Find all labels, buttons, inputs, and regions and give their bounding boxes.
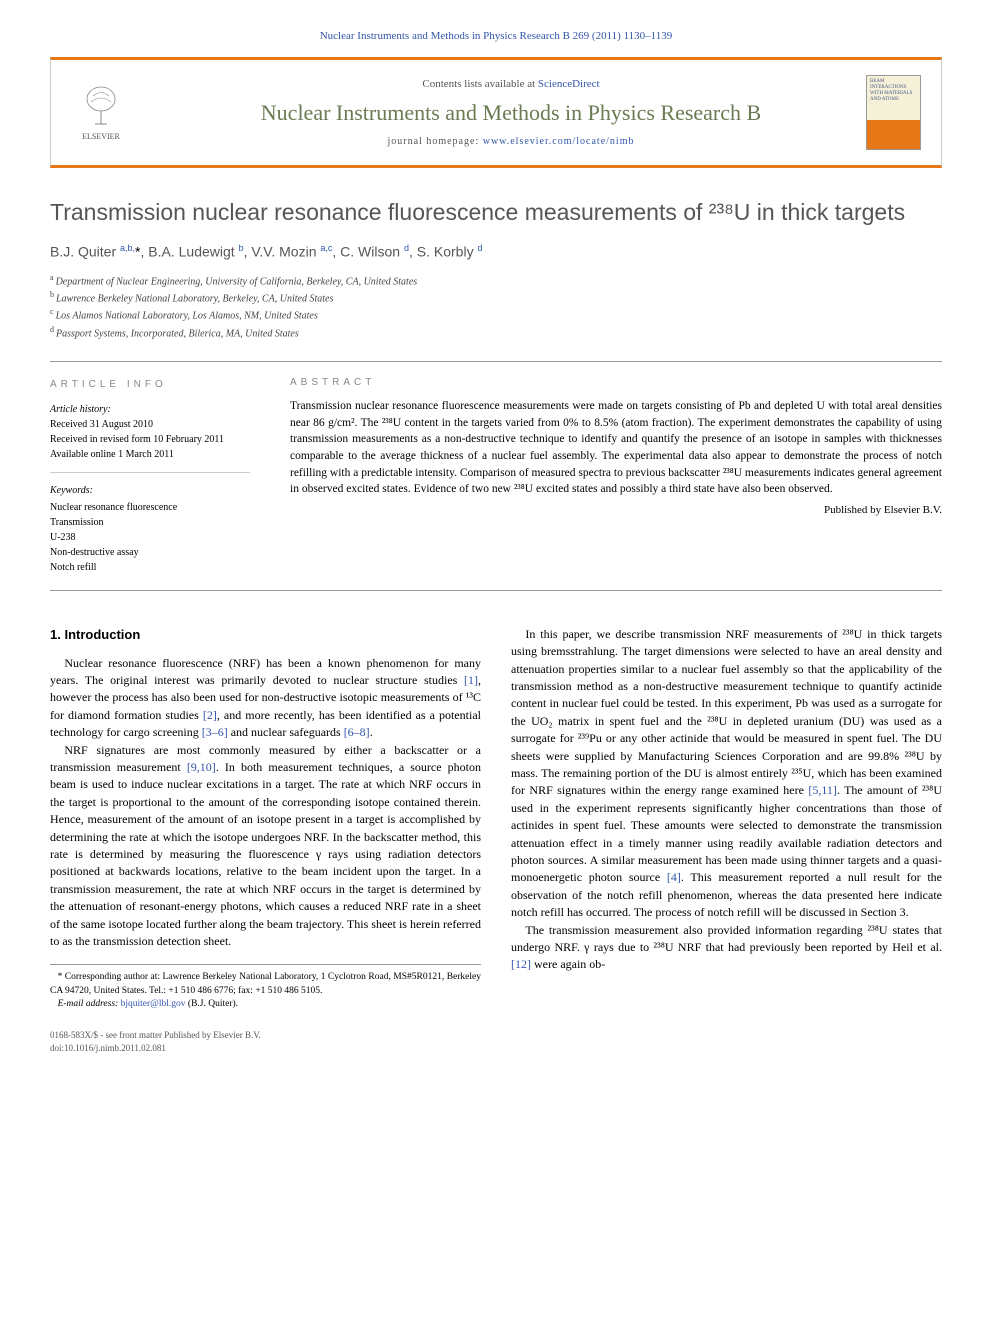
abstract-text: Transmission nuclear resonance fluoresce…	[290, 398, 942, 498]
email-line: E-mail address: bjquiter@lbl.gov (B.J. Q…	[50, 998, 481, 1011]
journal-name: Nuclear Instruments and Methods in Physi…	[156, 100, 866, 126]
affiliation-line: bLawrence Berkeley National Laboratory, …	[50, 289, 942, 306]
copyright-line: 0168-583X/$ - see front matter Published…	[50, 1029, 942, 1042]
elsevier-logo: ELSEVIER	[71, 78, 131, 148]
intro-para-3: In this paper, we describe transmission …	[511, 626, 942, 922]
keyword: Non-destructive assay	[50, 545, 250, 560]
abstract-label: ABSTRACT	[290, 377, 942, 388]
article-title: Transmission nuclear resonance fluoresce…	[50, 198, 942, 228]
homepage-prefix: journal homepage:	[388, 136, 483, 147]
intro-para-1: Nuclear resonance fluorescence (NRF) has…	[50, 655, 481, 742]
article-history-block: Article history: Received 31 August 2010…	[50, 402, 250, 473]
online-date: Available online 1 March 2011	[50, 449, 174, 460]
history-label: Article history:	[50, 404, 111, 415]
journal-reference: Nuclear Instruments and Methods in Physi…	[50, 30, 942, 42]
cover-text: BEAM INTERACTIONS WITH MATERIALS AND ATO…	[870, 79, 912, 102]
page-footer-meta: 0168-583X/$ - see front matter Published…	[50, 1029, 942, 1054]
contents-prefix: Contents lists available at	[422, 78, 537, 90]
email-label: E-mail address:	[58, 999, 119, 1009]
header-center: Contents lists available at ScienceDirec…	[156, 78, 866, 147]
corr-author-text: * Corresponding author at: Lawrence Berk…	[50, 971, 481, 998]
journal-header-box: ELSEVIER Contents lists available at Sci…	[50, 57, 942, 168]
author-list: B.J. Quiter a,b,*, B.A. Ludewigt b, V.V.…	[50, 243, 942, 260]
article-info-column: ARTICLE INFO Article history: Received 3…	[50, 377, 250, 575]
elsevier-label: ELSEVIER	[82, 132, 120, 141]
elsevier-tree-icon	[81, 84, 121, 129]
journal-cover-thumb: BEAM INTERACTIONS WITH MATERIALS AND ATO…	[866, 75, 921, 150]
keyword: Nuclear resonance fluorescence	[50, 500, 250, 515]
article-meta-row: ARTICLE INFO Article history: Received 3…	[50, 361, 942, 591]
body-two-column: 1. Introduction Nuclear resonance fluore…	[50, 626, 942, 1011]
contents-available-line: Contents lists available at ScienceDirec…	[156, 78, 866, 90]
affiliation-list: aDepartment of Nuclear Engineering, Univ…	[50, 272, 942, 341]
keywords-label: Keywords:	[50, 483, 250, 498]
abstract-column: ABSTRACT Transmission nuclear resonance …	[290, 377, 942, 575]
email-link[interactable]: bjquiter@lbl.gov	[121, 999, 186, 1009]
keyword: Notch refill	[50, 560, 250, 575]
homepage-line: journal homepage: www.elsevier.com/locat…	[156, 136, 866, 147]
sciencedirect-link[interactable]: ScienceDirect	[538, 78, 600, 90]
section-1-heading: 1. Introduction	[50, 626, 481, 645]
revised-date: Received in revised form 10 February 201…	[50, 434, 224, 445]
keyword: Transmission	[50, 515, 250, 530]
published-by-line: Published by Elsevier B.V.	[290, 504, 942, 516]
homepage-link[interactable]: www.elsevier.com/locate/nimb	[483, 136, 635, 147]
intro-para-2: NRF signatures are most commonly measure…	[50, 742, 481, 951]
keyword: U-238	[50, 530, 250, 545]
article-info-label: ARTICLE INFO	[50, 377, 250, 392]
keywords-block: Keywords: Nuclear resonance fluorescence…	[50, 483, 250, 575]
email-attribution: (B.J. Quiter).	[188, 999, 238, 1009]
affiliation-line: aDepartment of Nuclear Engineering, Univ…	[50, 272, 942, 289]
doi-line: doi:10.1016/j.nimb.2011.02.081	[50, 1042, 942, 1055]
received-date: Received 31 August 2010	[50, 419, 153, 430]
affiliation-line: dPassport Systems, Incorporated, Bileric…	[50, 324, 942, 341]
affiliation-line: cLos Alamos National Laboratory, Los Ala…	[50, 306, 942, 323]
intro-para-4: The transmission measurement also provid…	[511, 922, 942, 974]
corresponding-author-footnote: * Corresponding author at: Lawrence Berk…	[50, 964, 481, 1011]
